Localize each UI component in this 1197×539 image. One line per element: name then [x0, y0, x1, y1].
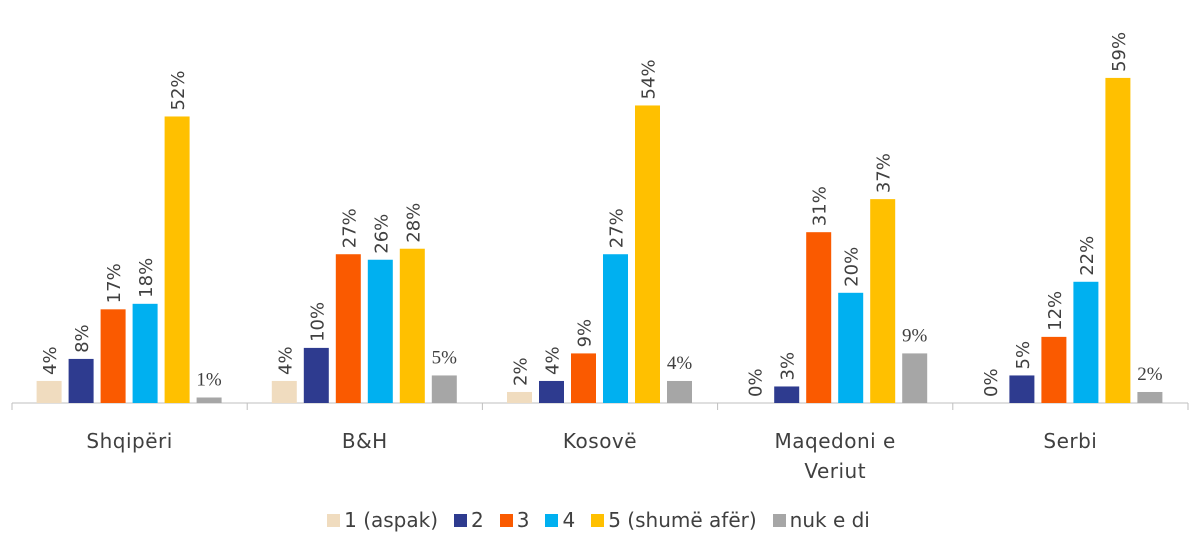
data-label: 54%	[639, 59, 660, 99]
data-label: 22%	[1077, 236, 1098, 276]
bar	[1137, 391, 1163, 403]
legend-swatch	[772, 513, 786, 527]
bar	[399, 248, 425, 403]
data-label: 4%	[543, 346, 564, 375]
data-label: 12%	[1045, 291, 1066, 331]
data-label: 26%	[371, 214, 392, 254]
data-label: 0%	[746, 368, 767, 397]
legend-item: 1 (aspak)	[327, 508, 438, 532]
legend-label: 4	[562, 508, 576, 532]
legend: 1 (aspak) 2 3 4 5 (shumë afër) nuk e di	[0, 508, 1197, 532]
bar	[603, 254, 628, 403]
data-label: 4%	[667, 353, 693, 374]
data-label: 2%	[1137, 364, 1163, 385]
bar	[870, 199, 896, 403]
bar	[1041, 336, 1067, 403]
legend-label: 2	[471, 508, 484, 532]
bar	[100, 309, 126, 403]
data-label: 3%	[778, 352, 799, 381]
data-label: 31%	[810, 186, 831, 226]
bar	[667, 380, 692, 403]
legend-label: 5 (shumë afër)	[608, 508, 757, 532]
legend-label: nuk e di	[789, 508, 870, 532]
data-label: 4%	[275, 346, 296, 375]
data-label: 2%	[511, 357, 532, 386]
bar	[132, 303, 158, 403]
data-label: 17%	[104, 263, 125, 303]
bar	[806, 232, 832, 403]
x-tick-label: B&H	[341, 429, 388, 453]
legend-swatch	[499, 513, 513, 527]
data-label: 37%	[874, 153, 895, 193]
data-label: 4%	[40, 346, 61, 375]
data-label: 9%	[575, 319, 596, 348]
legend-swatch	[454, 513, 468, 527]
bar	[902, 353, 928, 403]
data-label: 5%	[432, 347, 458, 368]
bar	[303, 347, 329, 403]
bar	[635, 105, 660, 404]
bar	[36, 380, 62, 403]
legend-item: nuk e di	[772, 508, 870, 532]
bar	[271, 380, 297, 403]
data-label: 5%	[1013, 341, 1034, 370]
data-label: 20%	[842, 247, 863, 287]
bar	[774, 386, 800, 403]
data-label: 9%	[902, 325, 928, 346]
x-tick-label: Kosovë	[562, 429, 638, 453]
legend-item: 5 (shumë afër)	[591, 508, 757, 532]
bar	[68, 358, 94, 403]
legend-swatch	[545, 513, 559, 527]
data-label: 0%	[981, 368, 1002, 397]
data-label: 52%	[168, 70, 189, 110]
legend-label: 1 (aspak)	[344, 508, 439, 532]
bar	[335, 254, 361, 403]
data-label: 18%	[136, 258, 157, 298]
bar	[164, 116, 190, 403]
data-label: 59%	[1109, 32, 1130, 72]
data-label: 28%	[403, 203, 424, 243]
legend-swatch	[327, 513, 341, 527]
bar	[367, 259, 393, 403]
x-tick-label: Serbi	[1043, 429, 1098, 453]
legend-swatch	[591, 513, 605, 527]
data-label: 8%	[72, 324, 93, 353]
data-label: 10%	[307, 302, 328, 342]
data-label: 1%	[196, 369, 222, 390]
bar	[1105, 77, 1131, 403]
data-label: 27%	[607, 208, 628, 248]
bar	[838, 292, 864, 403]
legend-item: 2	[454, 508, 484, 532]
bar	[571, 353, 596, 403]
bar	[1073, 281, 1099, 403]
legend-item: 4	[545, 508, 575, 532]
legend-label: 3	[516, 508, 530, 532]
legend-item: 3	[499, 508, 530, 532]
bar	[196, 397, 222, 403]
bar	[431, 375, 457, 403]
data-label: 27%	[339, 208, 360, 248]
bar	[539, 380, 564, 403]
bar	[1009, 375, 1035, 403]
x-tick-label: Shqipëri	[86, 429, 173, 453]
bar	[507, 391, 532, 403]
x-tick-label: Maqedoni e Veriut	[774, 429, 896, 483]
